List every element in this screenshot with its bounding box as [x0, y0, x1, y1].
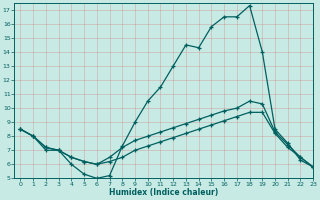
- X-axis label: Humidex (Indice chaleur): Humidex (Indice chaleur): [109, 188, 218, 197]
